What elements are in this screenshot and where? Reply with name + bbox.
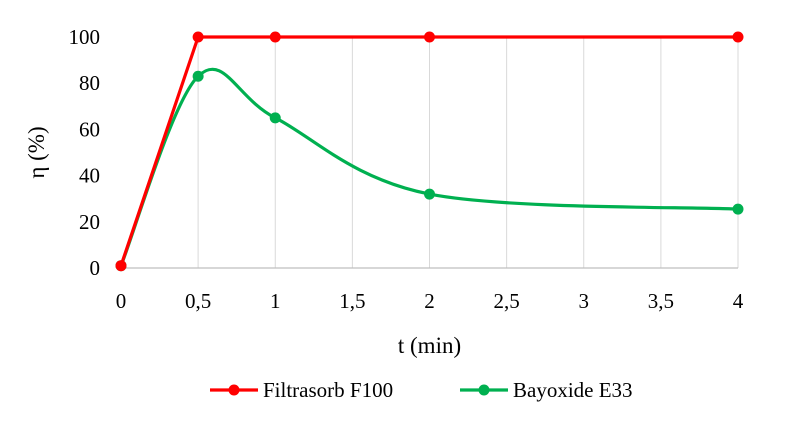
legend-marker-filtrasorb-f100 [228,384,240,396]
x-tick-label: 3 [579,289,590,313]
series-layer [115,31,744,272]
x-tick-label: 0,5 [185,289,211,313]
x-tick-label: 2 [424,289,435,313]
legend: Filtrasorb F100 Bayoxide E33 [210,378,633,402]
x-axis-title: t (min) [398,333,461,358]
x-tick-label: 1,5 [339,289,365,313]
y-tick-label: 60 [79,117,100,141]
x-tick-label: 0 [116,289,127,313]
x-tick-labels: 0 0,5 1 1,5 2 2,5 3 3,5 4 [116,289,744,313]
y-axis-title: η (%) [24,126,49,178]
data-point-bayoxide-e33 [732,203,744,215]
data-point-filtrasorb-f100 [424,31,435,43]
y-tick-label: 40 [79,164,100,188]
vertical-grid [197,37,739,268]
data-point-filtrasorb-f100 [269,31,281,43]
series-line-bayoxide-e33 [119,67,739,267]
data-point-bayoxide-e33 [192,70,204,82]
y-tick-label: 0 [90,256,101,280]
data-point-bayoxide-e33 [269,112,281,124]
legend-marker-bayoxide-e33 [478,384,490,396]
x-tick-label: 2,5 [494,289,520,313]
y-tick-labels: 0 20 40 60 80 100 [69,25,101,280]
y-tick-label: 80 [79,71,100,95]
legend-label-filtrasorb-f100: Filtrasorb F100 [263,378,393,402]
x-tick-label: 1 [270,289,281,313]
data-point-filtrasorb-f100 [732,31,744,43]
x-tick-label: 3,5 [648,289,674,313]
data-point-bayoxide-e33 [424,188,435,200]
data-point-filtrasorb-f100 [192,31,204,43]
data-point-filtrasorb-f100 [115,260,127,272]
legend-label-bayoxide-e33: Bayoxide E33 [513,378,633,402]
x-tick-label: 4 [733,289,744,313]
y-tick-label: 20 [79,210,100,234]
y-tick-label: 100 [69,25,101,49]
